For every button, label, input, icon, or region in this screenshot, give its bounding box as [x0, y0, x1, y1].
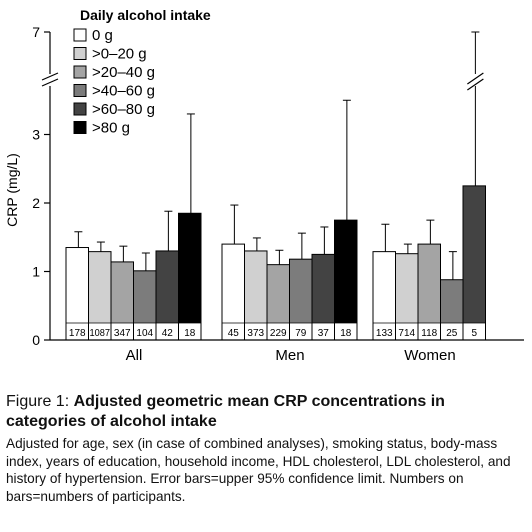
bar: [462, 185, 486, 341]
y-axis-break-mark-2: [41, 78, 59, 87]
bar-count-box: [245, 323, 267, 340]
x-labels-layer: All Men Women: [126, 347, 456, 364]
error-bar-break-mark: [467, 78, 484, 91]
bar-count-label: 79: [295, 328, 307, 339]
legend-entry: >0–20 g: [92, 46, 147, 63]
bar-count-label: 18: [340, 328, 352, 339]
bar-count-box: [222, 323, 244, 340]
bars-layer: 178 1087 347 104 42 18 45 373 229 79 37 18 133 714 118…: [65, 31, 486, 341]
legend-swatch: [73, 47, 87, 60]
x-category-label: All: [126, 347, 143, 364]
bar: [334, 219, 358, 341]
y-axis-label: CRP (mg/L): [4, 153, 20, 227]
bar-count-box: [111, 323, 133, 340]
bar-count-box: [441, 323, 463, 340]
bar-count-box: [290, 323, 312, 340]
legend-entry: >40–60 g: [92, 83, 155, 100]
bar-count-box: [267, 323, 289, 340]
bar-count-box: [418, 323, 440, 340]
y-ticks-layer: 0 1 2 3 7: [32, 24, 50, 348]
crp-bar-chart: 178 1087 347 104 42 18 45 373 229 79 37 18 133 714 118…: [4, 7, 524, 364]
bar-count-label: 178: [69, 328, 86, 339]
error-bar-break-mark: [467, 72, 484, 85]
y-tick-label: 1: [32, 264, 40, 280]
legend-swatch: [73, 102, 87, 116]
bar-count-label: 18: [184, 328, 196, 339]
axes-layer: [41, 32, 524, 341]
bar-count-box: [396, 323, 418, 340]
legend-swatch: [73, 121, 87, 134]
x-category-label: Men: [275, 347, 304, 364]
figure-caption: Figure 1: Adjusted geometric mean CRP co…: [6, 392, 526, 505]
legend-title: Daily alcohol intake: [80, 7, 211, 23]
figure-label: Figure 1:: [6, 393, 74, 410]
bar-count-box: [134, 323, 156, 340]
y-tick-label: 2: [32, 195, 40, 211]
bar-count-label: 118: [421, 328, 437, 339]
legend-entry: >20–40 g: [92, 64, 155, 81]
legend: Daily alcohol intake 0 g >0–20 g>20–40 g >…: [73, 7, 211, 137]
bar-count-box: [66, 323, 88, 340]
legend-entry: >80 g: [92, 120, 130, 137]
y-tick-label: 7: [32, 24, 40, 40]
figure-note: Adjusted for age, sex (in case of combin…: [6, 436, 511, 504]
bar-count-box: [335, 323, 357, 340]
bar-count-box: [373, 323, 395, 340]
y-tick-label: 3: [32, 127, 40, 143]
bar-count-box: [463, 323, 485, 340]
figure-title: Figure 1: Adjusted geometric mean CRP co…: [6, 392, 526, 432]
bar-count-label: 347: [114, 328, 131, 339]
bar-count-label: 45: [228, 328, 240, 339]
bar-count-label: 133: [376, 328, 393, 339]
bar-count-label: 104: [136, 328, 153, 339]
y-axis-break-mark-1: [41, 72, 59, 81]
legend-swatch: [73, 65, 87, 79]
legend-swatch: [73, 84, 87, 97]
bar-count-box: [156, 323, 178, 340]
x-category-label: Women: [404, 347, 455, 364]
bar-count-label: 5: [471, 328, 477, 339]
bar-count-box: [312, 323, 334, 340]
bar-count-label: 37: [318, 328, 330, 339]
bar-count-box: [89, 323, 111, 340]
bar-count-label: 42: [162, 328, 174, 339]
bar-count-label: 229: [270, 328, 287, 339]
y-tick-label: 0: [32, 332, 40, 348]
legend-entry: >60–80 g: [92, 101, 155, 118]
figure-title-text: Adjusted geometric mean CRP concentratio…: [6, 393, 445, 430]
legend-entry: 0 g: [92, 27, 113, 44]
bar-count-label: 1087: [90, 328, 111, 339]
bar-count-label: 714: [398, 328, 415, 339]
bar: [178, 212, 202, 341]
bar-count-label: 373: [247, 328, 264, 339]
bar-count-box: [179, 323, 201, 340]
legend-swatch: [73, 28, 87, 42]
bar-count-label: 25: [446, 328, 458, 339]
